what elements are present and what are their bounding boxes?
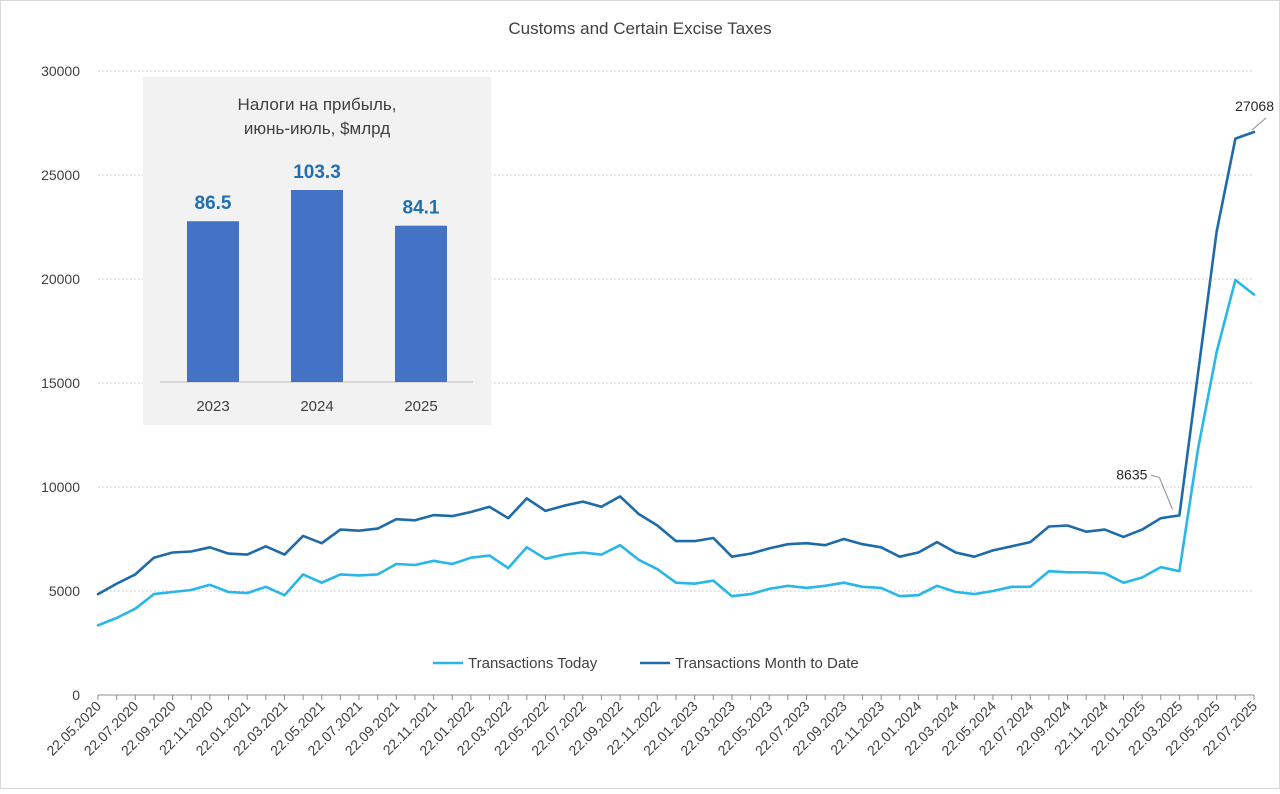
y-tick-label: 10000: [41, 479, 80, 495]
y-tick-label: 0: [72, 687, 80, 703]
y-tick-label: 15000: [41, 375, 80, 391]
series-line-transactions-month-to-date: [96, 130, 1256, 596]
inset-bar-value-label: 103.3: [293, 162, 341, 183]
data-label: 27068: [1235, 98, 1274, 114]
chart-title: Customs and Certain Excise Taxes: [508, 19, 771, 38]
y-axis: 0 5000 10000 15000 20000 25000 30000: [41, 63, 80, 703]
inset-bar: [187, 221, 239, 382]
x-tick-labels: 22.05.202022.07.202022.09.202022.11.2020…: [43, 698, 1260, 759]
y-tick-label: 30000: [41, 63, 80, 79]
legend-label: Transactions Month to Date: [675, 655, 859, 672]
data-label-leader: [1151, 474, 1173, 510]
y-tick-label: 20000: [41, 271, 80, 287]
inset-bar: [395, 225, 447, 382]
y-tick-label: 25000: [41, 167, 80, 183]
x-axis: [97, 694, 1255, 700]
inset-title-line: июнь-июль, $млрд: [244, 119, 390, 138]
inset-bar-chart: Налоги на прибыль, июнь-июль, $млрд 86.5 20…: [143, 77, 491, 425]
legend-label: Transactions Today: [468, 655, 598, 672]
inset-bar: [291, 190, 343, 382]
inset-bar-value-label: 86.5: [195, 193, 232, 214]
inset-title-line: Налоги на прибыль,: [238, 95, 397, 114]
inset-bar-value-label: 84.1: [403, 198, 440, 219]
y-tick-label: 5000: [49, 583, 80, 599]
series-line-transactions-today: [96, 278, 1256, 627]
inset-category-label: 2023: [196, 398, 229, 415]
annotations: 8635 27068: [1116, 98, 1274, 510]
data-label: 8635: [1116, 466, 1147, 482]
series-layer: [96, 130, 1256, 627]
data-label-leader: [1251, 117, 1267, 131]
inset-category-label: 2025: [404, 398, 437, 415]
inset-category-label: 2024: [300, 398, 333, 415]
legend: Transactions Today Transactions Month to …: [433, 655, 859, 672]
